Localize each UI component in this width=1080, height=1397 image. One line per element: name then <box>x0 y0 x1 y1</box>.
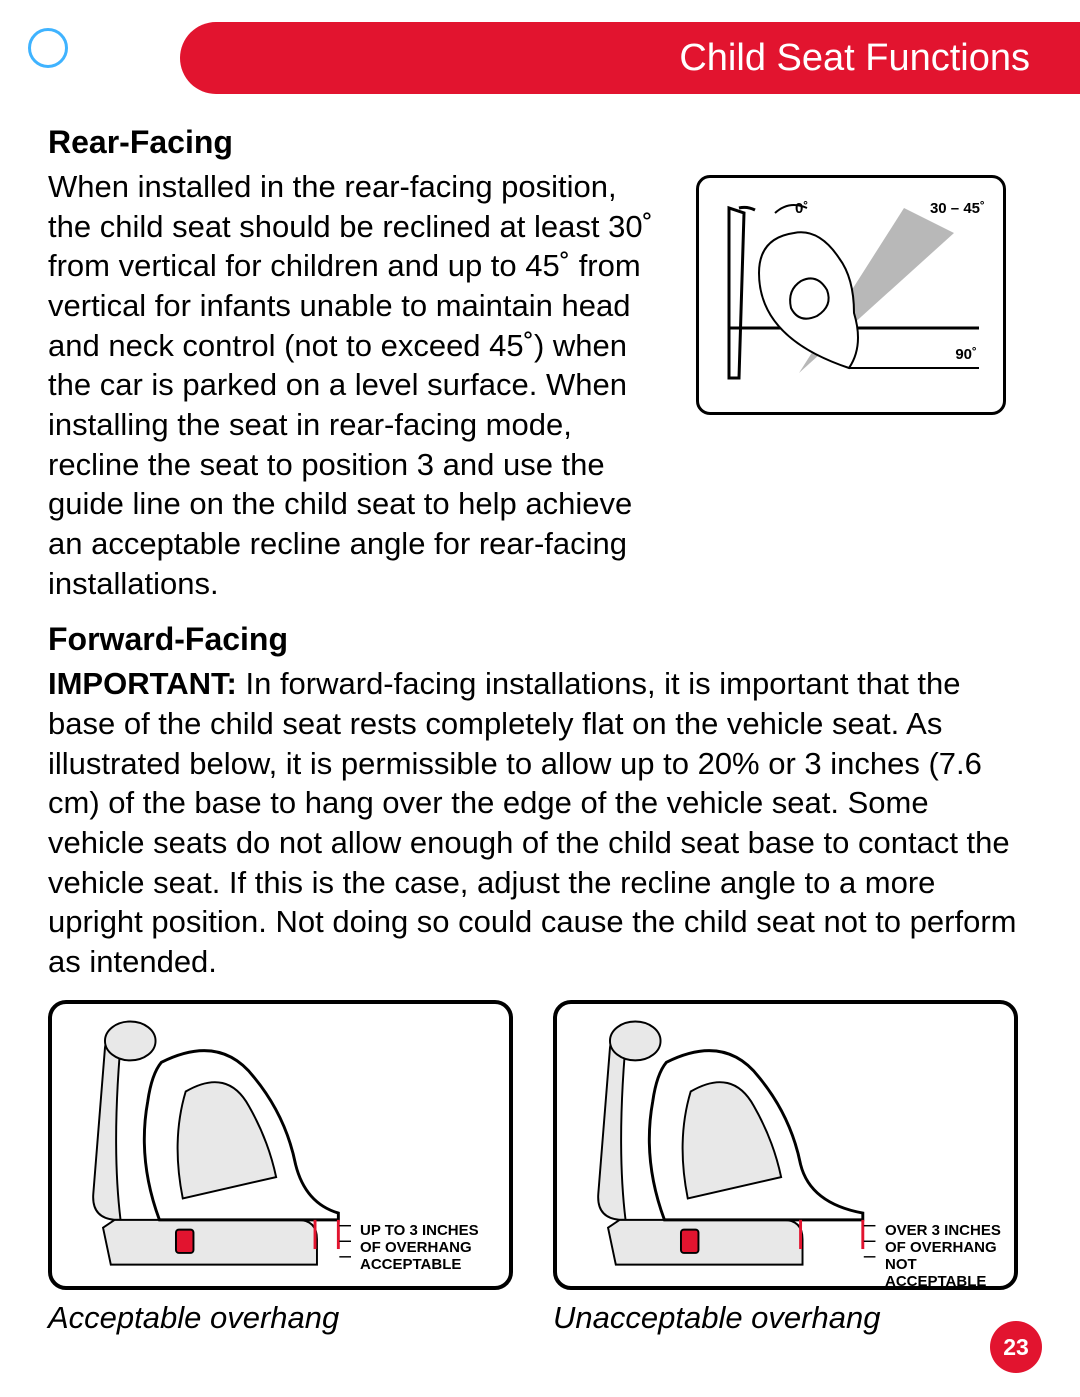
page-number: 23 <box>1003 1334 1029 1361</box>
overhang-figures-row: UP TO 3 INCHES OF OVERHANG ACCEPTABLE OV… <box>48 1000 1030 1290</box>
unacceptable-caption: Unacceptable overhang <box>553 1300 1018 1336</box>
caption-row: Acceptable overhang Unacceptable overhan… <box>48 1300 1030 1336</box>
corner-circle-icon <box>28 28 68 68</box>
rear-facing-text-wrap: When installed in the rear-facing positi… <box>48 167 668 603</box>
forward-facing-body: IMPORTANT: In forward-facing installatio… <box>48 664 1030 981</box>
rear-facing-row: When installed in the rear-facing positi… <box>48 167 1030 603</box>
rear-facing-heading: Rear-Facing <box>48 124 1030 161</box>
angle-label-90: 90˚ <box>955 346 977 363</box>
acc-label-1: UP TO 3 INCHES <box>360 1222 479 1239</box>
unacceptable-overhang-figure: OVER 3 INCHES OF OVERHANG NOT ACCEPTABLE <box>553 1000 1018 1290</box>
forward-facing-heading: Forward-Facing <box>48 621 1030 658</box>
acc-label-2: OF OVERHANG <box>360 1239 472 1256</box>
unacc-label-3: NOT ACCEPTABLE <box>885 1256 1014 1291</box>
page-number-badge: 23 <box>990 1321 1042 1373</box>
angle-label-range: 30 – 45˚ <box>930 200 985 217</box>
angle-label-0: 0˚ <box>795 200 808 217</box>
header-title: Child Seat Functions <box>679 37 1030 80</box>
page-content: Rear-Facing When installed in the rear-f… <box>48 124 1030 1336</box>
recline-angle-diagram: 0˚ 30 – 45˚ 90˚ <box>696 175 1006 415</box>
acc-label-3: ACCEPTABLE <box>360 1256 461 1273</box>
unacc-label-1: OVER 3 INCHES <box>885 1222 1001 1239</box>
forward-facing-text: In forward-facing installations, it is i… <box>48 666 1016 979</box>
important-label: IMPORTANT: <box>48 666 237 701</box>
unacc-label-2: OF OVERHANG <box>885 1239 997 1256</box>
header-tab: Child Seat Functions <box>180 22 1080 94</box>
rear-facing-body: When installed in the rear-facing positi… <box>48 167 668 603</box>
acceptable-overhang-figure: UP TO 3 INCHES OF OVERHANG ACCEPTABLE <box>48 1000 513 1290</box>
acceptable-caption: Acceptable overhang <box>48 1300 513 1336</box>
